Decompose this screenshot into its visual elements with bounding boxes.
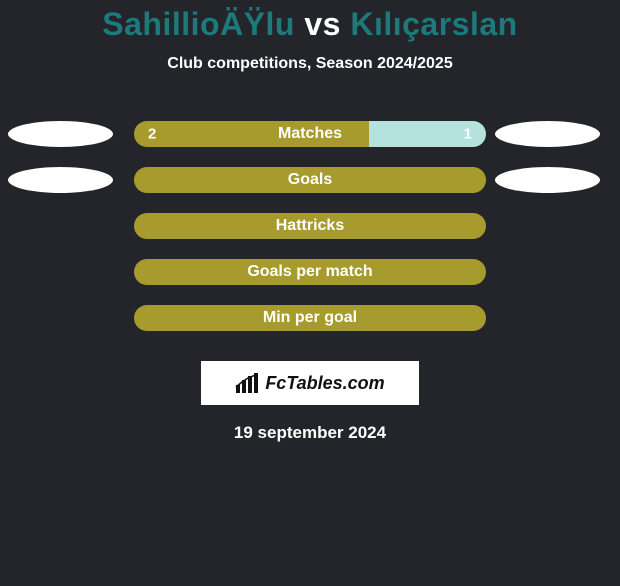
stat-bar-left xyxy=(134,121,369,147)
stat-bar-right-value: 1 xyxy=(464,126,472,143)
comparison-row: Goals xyxy=(0,157,620,203)
stat-bar: Goals xyxy=(134,167,486,193)
comparison-row: Min per goal xyxy=(0,295,620,341)
stat-bar-left xyxy=(134,259,486,285)
date-text: 19 september 2024 xyxy=(0,423,620,443)
stat-bar-left xyxy=(134,167,486,193)
bars-icon xyxy=(235,373,261,393)
left-ellipse xyxy=(8,167,113,193)
comparison-row: Hattricks xyxy=(0,203,620,249)
brand-text: FcTables.com xyxy=(265,373,384,394)
comparison-row: Goals per match xyxy=(0,249,620,295)
right-ellipse xyxy=(495,167,600,193)
page-title: SahillioÄŸlu vs Kılıçarslan xyxy=(0,6,620,43)
stat-bar-left xyxy=(134,213,486,239)
stat-bar: Min per goal xyxy=(134,305,486,331)
stat-bar-left-value: 2 xyxy=(148,126,156,143)
stat-bar-left xyxy=(134,305,486,331)
comparison-row: Matches21 xyxy=(0,111,620,157)
page-subtitle: Club competitions, Season 2024/2025 xyxy=(0,55,620,73)
title-player-left: SahillioÄŸlu xyxy=(102,6,295,42)
left-ellipse xyxy=(8,121,113,147)
brand-badge: FcTables.com xyxy=(201,361,419,405)
stat-bar: Matches21 xyxy=(134,121,486,147)
title-vs: vs xyxy=(295,6,350,42)
stat-bar: Hattricks xyxy=(134,213,486,239)
stat-bar: Goals per match xyxy=(134,259,486,285)
right-ellipse xyxy=(495,121,600,147)
title-player-right: Kılıçarslan xyxy=(350,6,517,42)
comparison-rows: Matches21GoalsHattricksGoals per matchMi… xyxy=(0,111,620,341)
